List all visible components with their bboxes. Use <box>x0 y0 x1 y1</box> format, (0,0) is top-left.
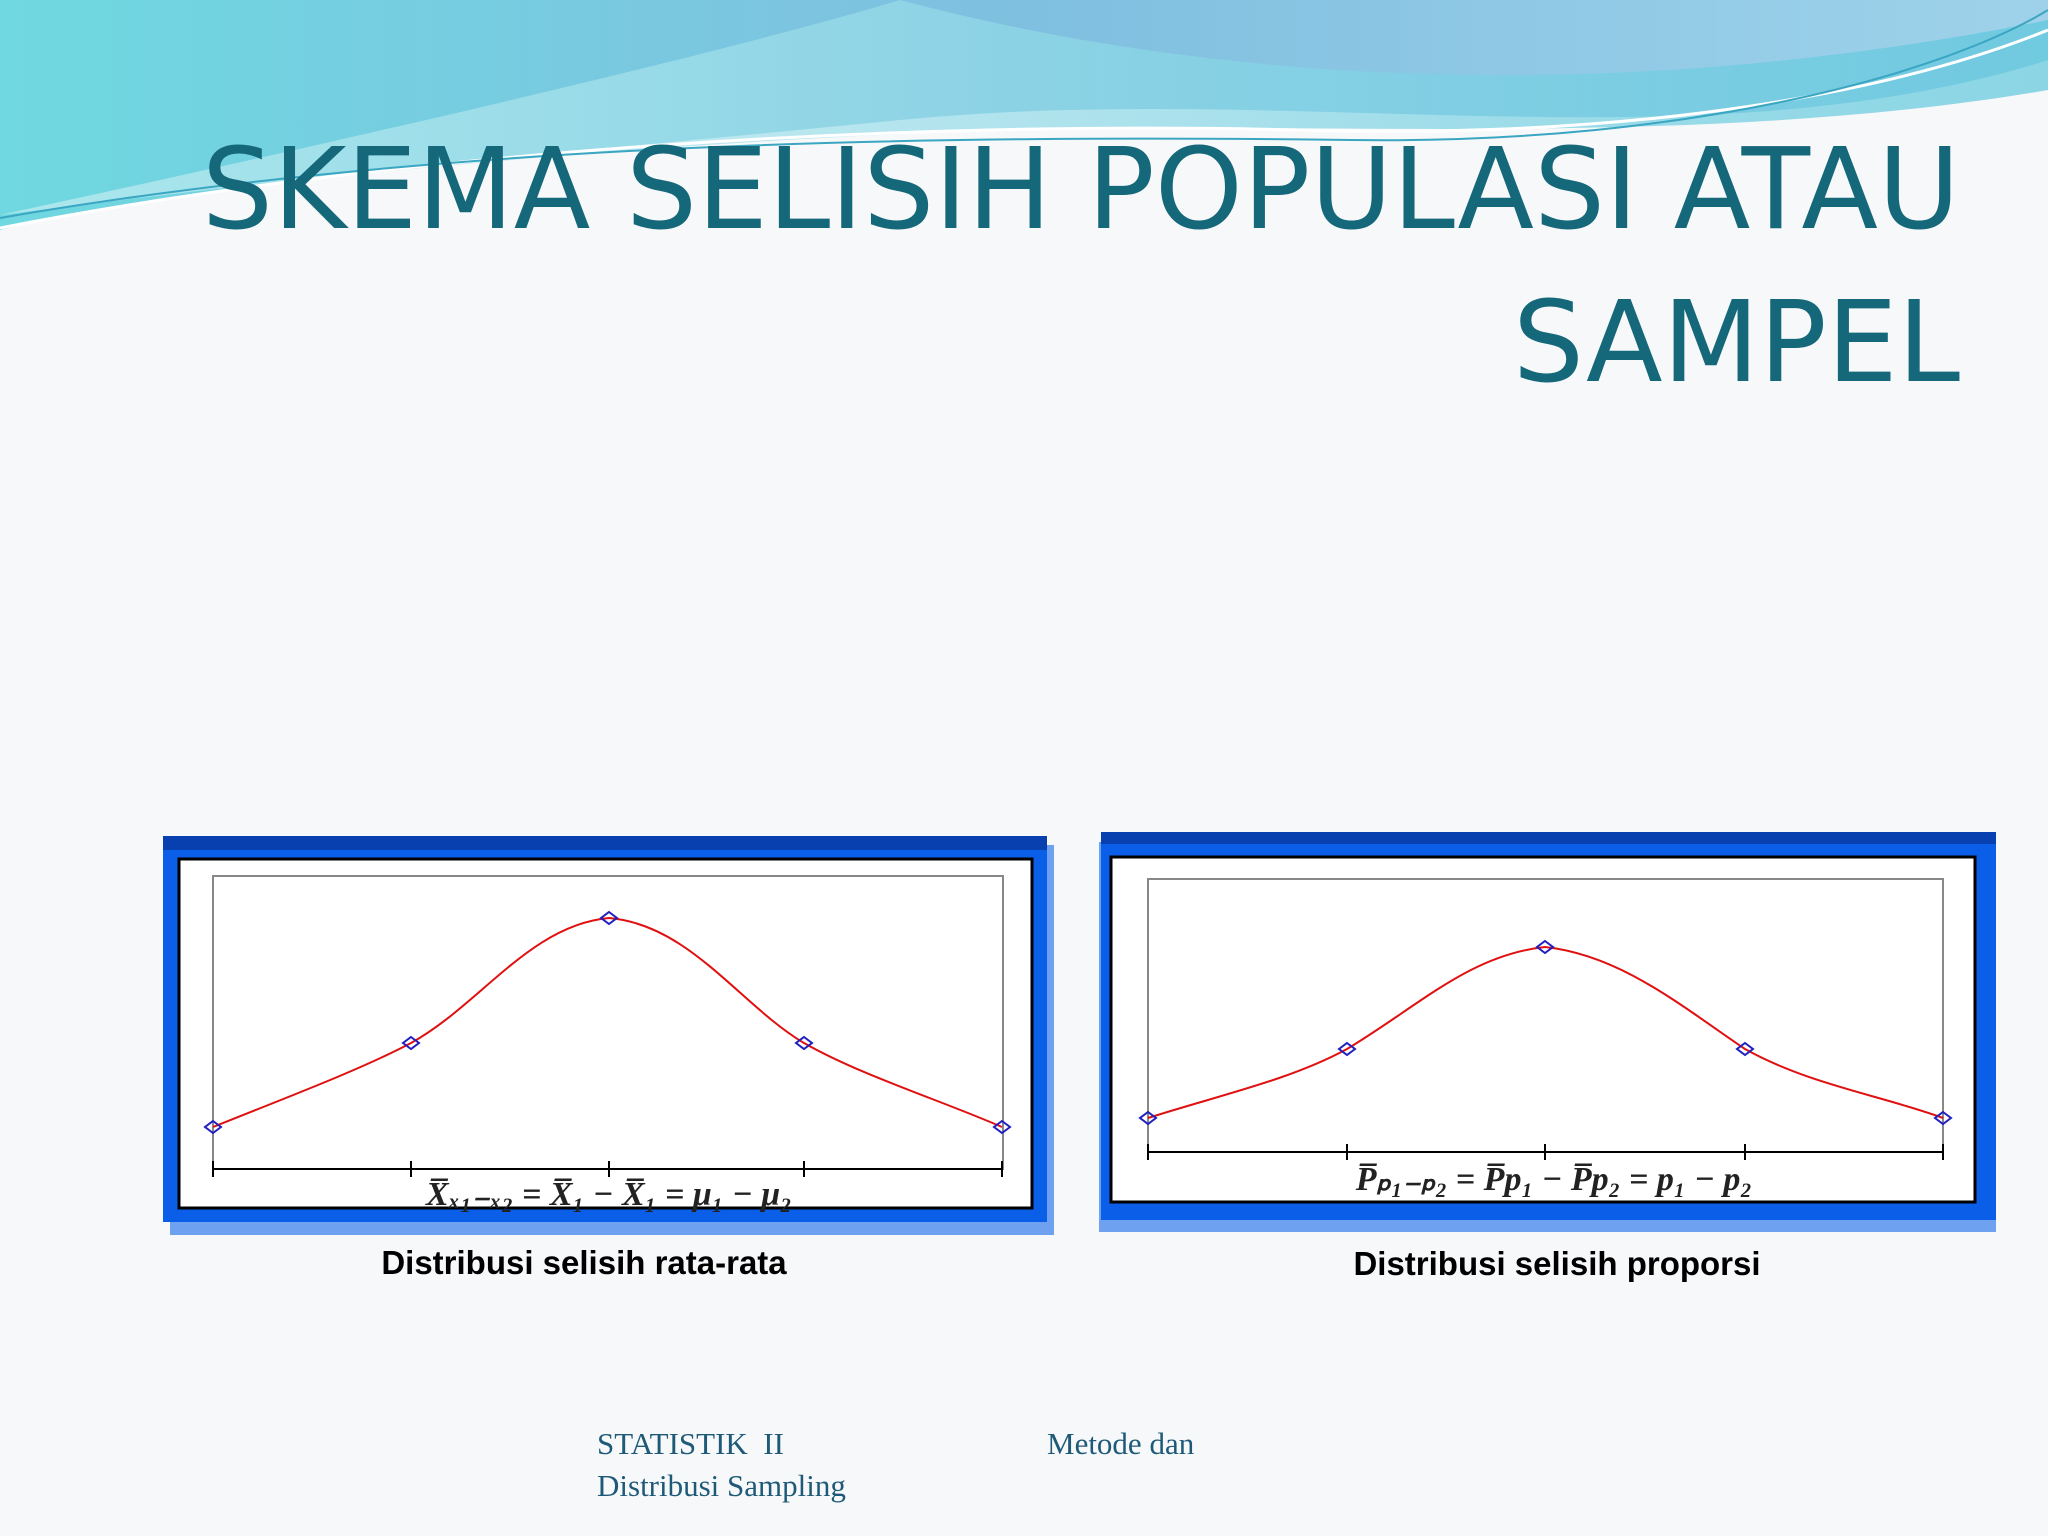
header-wave <box>0 0 2048 230</box>
title-line: SAMPEL <box>1513 278 1960 408</box>
footer-topic: Metode dan <box>1047 1426 1195 1461</box>
formula: X̅ₓ₁₋ₓ₂ = X̅₁ − X̅₁ = μ₁ − μ₂ <box>425 1176 792 1213</box>
panel-mean: X̅ₓ₁₋ₓ₂ = X̅₁ − X̅₁ = μ₁ − μ₂ <box>163 836 1054 1235</box>
caption: Distribusi selisih proporsi <box>1353 1245 1760 1282</box>
formula: P̅ₚ₁₋ₚ₂ = P̅p₁ − P̅p₂ = p₁ − p₂ <box>1355 1161 1752 1198</box>
title-line: SKEMA SELISIH POPULASI ATAU <box>202 125 1960 255</box>
panel-proportion: P̅ₚ₁₋ₚ₂ = P̅p₁ − P̅p₂ = p₁ − p₂ <box>1099 832 1996 1232</box>
caption: Distribusi selisih rata-rata <box>381 1244 787 1281</box>
footer-course: STATISTIK II <box>597 1426 784 1461</box>
footer-topic: Distribusi Sampling <box>597 1468 846 1503</box>
